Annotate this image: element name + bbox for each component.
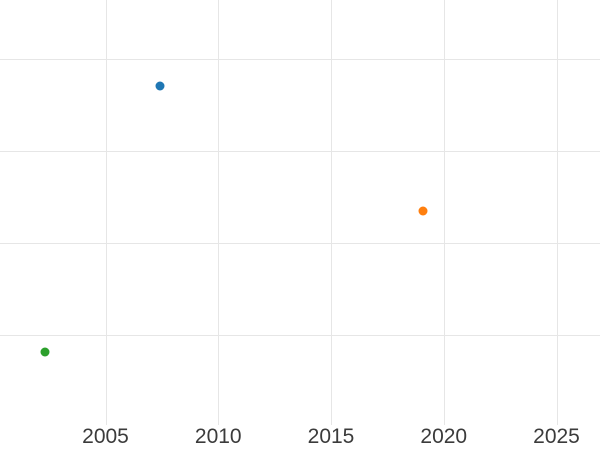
x-tick-label: 2005 (82, 425, 129, 448)
orange-point-marker (418, 206, 428, 216)
vertical-gridline (443, 0, 445, 425)
vertical-gridline (556, 0, 558, 425)
vertical-gridline (331, 0, 332, 425)
horizontal-gridline (0, 151, 600, 152)
horizontal-gridline (0, 335, 600, 336)
horizontal-gridline (0, 243, 600, 244)
horizontal-gridline (0, 59, 600, 60)
x-tick-label: 2015 (307, 425, 355, 448)
vertical-gridline (105, 0, 107, 425)
x-tick-label: 2020 (420, 425, 468, 448)
blue-point-marker (155, 81, 165, 91)
x-tick-label: 2025 (533, 425, 580, 448)
vertical-gridline (218, 0, 220, 425)
x-tick-label: 2010 (194, 425, 242, 448)
green-point-marker (40, 347, 50, 357)
